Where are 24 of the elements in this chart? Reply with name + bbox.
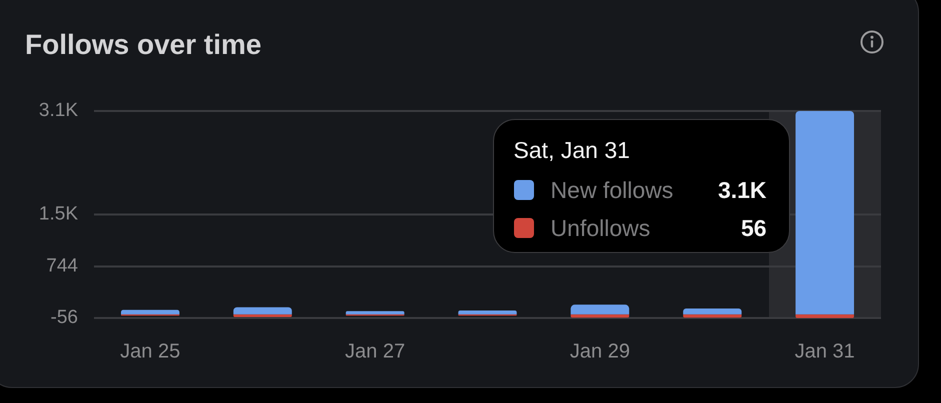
x-tick-label: Jan 29 <box>570 340 630 363</box>
bar <box>683 308 742 314</box>
x-tick-label: Jan 25 <box>120 340 180 363</box>
bar <box>570 314 630 318</box>
bar <box>233 307 292 314</box>
bar <box>458 310 517 314</box>
legend-label: Unfollows <box>550 214 652 242</box>
x-tick-label: Jan 31 <box>794 340 855 363</box>
y-tick-label: 744 <box>46 255 78 276</box>
bar <box>346 311 404 314</box>
y-tick-label: 3.1K <box>38 100 78 122</box>
annotation: 56 <box>740 214 767 242</box>
annotation: 3.1K <box>718 176 767 204</box>
bar <box>796 314 854 318</box>
y-tick-label: -56 <box>50 307 78 328</box>
x-tick-label: Jan 27 <box>345 340 406 363</box>
y-tick-label: 1.5K <box>38 204 78 225</box>
bar <box>683 314 742 318</box>
chart-title: Follows over time <box>25 29 262 61</box>
bar <box>570 304 630 314</box>
legend-label: New follows <box>550 176 674 204</box>
annotation: Sat, Jan 31 <box>514 136 631 165</box>
bar <box>120 310 180 314</box>
bar <box>233 314 292 317</box>
